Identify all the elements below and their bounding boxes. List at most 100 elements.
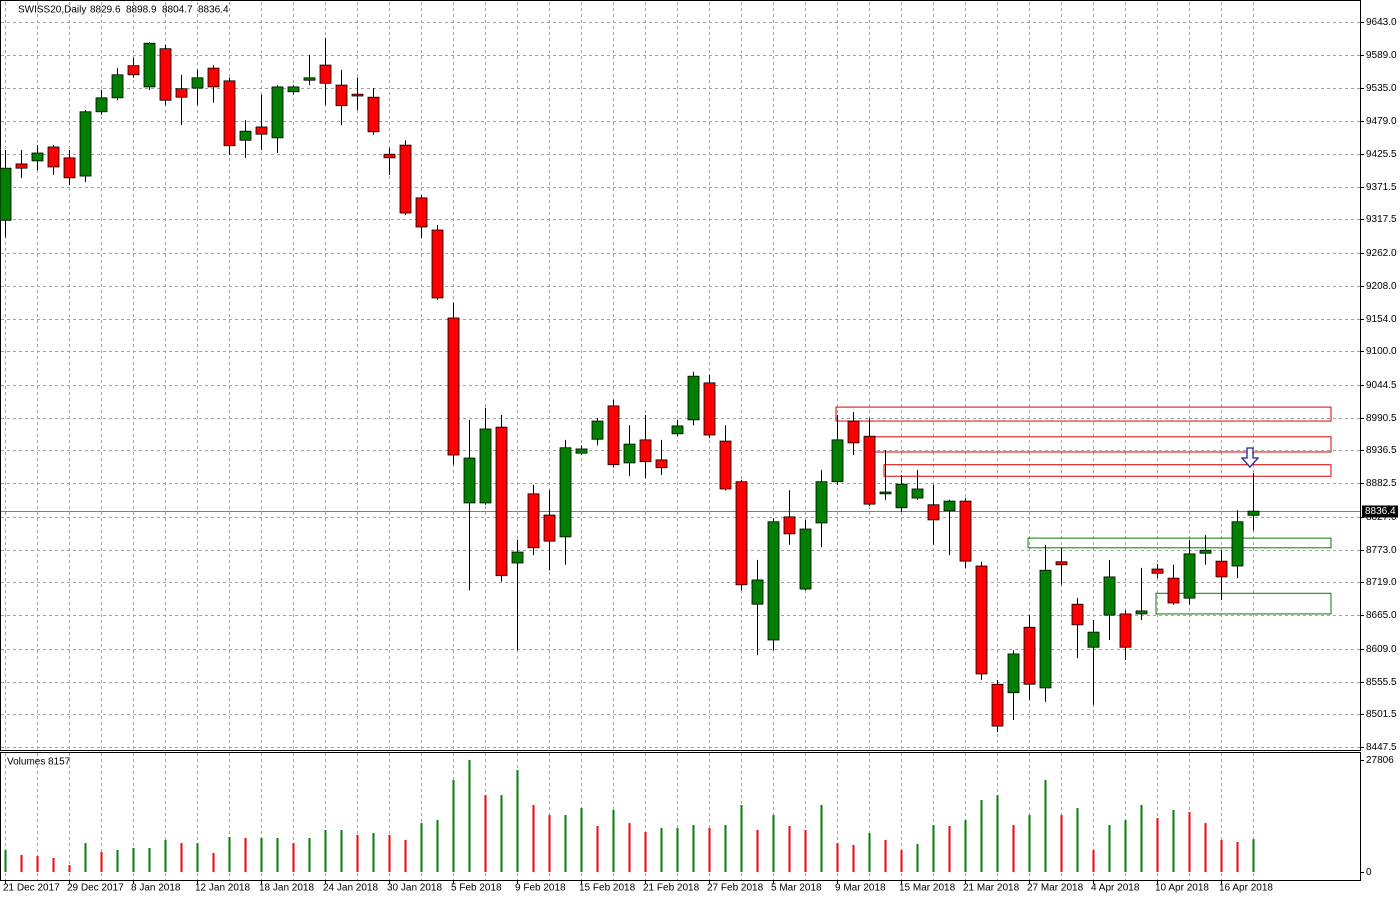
candle-body: [287, 86, 300, 93]
candle-body: [639, 439, 652, 463]
candle-body: [559, 447, 572, 538]
candle-body: [687, 375, 700, 421]
candle-body: [175, 88, 188, 98]
candle-body: [335, 84, 348, 107]
candle-body: [607, 405, 620, 466]
y-tick-label: 9425.5: [1366, 149, 1397, 160]
candle-body: [271, 86, 284, 139]
candle-body: [479, 428, 492, 504]
y-tick-label: 8719.0: [1366, 577, 1397, 588]
candle-body: [767, 521, 780, 641]
candle-body: [623, 443, 636, 464]
candle-body: [879, 491, 892, 495]
zone: [1027, 537, 1332, 549]
candle-body: [415, 197, 428, 228]
y-tick-label: 9535.0: [1366, 83, 1397, 94]
volume-panel: [0, 752, 1361, 881]
volume-last: 8157: [48, 757, 71, 768]
x-tick-label: 21 Dec 2017: [3, 883, 60, 894]
candle-body: [831, 439, 844, 483]
y-tick-label: 8609.0: [1366, 644, 1397, 655]
candle-body: [191, 77, 204, 89]
candle-body: [1167, 577, 1180, 604]
header-high: 8898.9: [126, 5, 157, 16]
x-tick-label: 18 Jan 2018: [259, 883, 314, 894]
x-tick-label: 5 Feb 2018: [451, 883, 502, 894]
candle-body: [1039, 569, 1052, 689]
candle-body: [1055, 561, 1068, 566]
candle-body: [367, 96, 380, 133]
candle-body: [511, 551, 524, 564]
candle-body: [47, 146, 60, 168]
x-tick-label: 9 Feb 2018: [515, 883, 566, 894]
y-tick-label: 9154.0: [1366, 314, 1397, 325]
y-tick-label: 8773.0: [1366, 545, 1397, 556]
candle-body: [1151, 568, 1164, 574]
candle-body: [991, 683, 1004, 727]
candle-body: [303, 77, 316, 81]
candle-body: [847, 420, 860, 444]
y-tick-label: 8447.5: [1366, 742, 1397, 753]
candle-body: [591, 420, 604, 440]
x-tick-label: 21 Feb 2018: [643, 883, 700, 894]
candle-body: [1071, 603, 1084, 626]
y-tick-label: 9262.0: [1366, 248, 1397, 259]
y-tick-label: 9044.5: [1366, 380, 1397, 391]
candle-body: [207, 67, 220, 88]
candle-body: [863, 435, 876, 505]
candle-body: [575, 448, 588, 454]
y-tick-label: 8555.5: [1366, 677, 1397, 688]
x-tick-label: 27 Mar 2018: [1027, 883, 1084, 894]
candle-body: [1007, 653, 1020, 694]
candle-body: [79, 111, 92, 177]
candle-body: [655, 459, 668, 469]
candle-body: [495, 426, 508, 577]
x-tick-label: 5 Mar 2018: [771, 883, 822, 894]
x-tick-label: 16 Apr 2018: [1219, 883, 1273, 894]
candle-body: [911, 488, 924, 499]
x-tick-label: 24 Jan 2018: [323, 883, 378, 894]
candle-body: [1103, 576, 1116, 616]
candle-body: [1023, 626, 1036, 685]
y-tick-label: 9479.0: [1366, 116, 1397, 127]
y-tick-label: 8827.0: [1366, 512, 1397, 523]
candle-body: [1183, 553, 1196, 599]
y-tick-label: 8990.5: [1366, 413, 1397, 424]
price-label-box: [1362, 505, 1398, 518]
y-tick-label: 8665.0: [1366, 610, 1397, 621]
candle-body: [1135, 610, 1148, 615]
volume-tick-label: 27806: [1366, 755, 1394, 766]
candle-body: [319, 64, 332, 84]
candle-body: [527, 493, 540, 549]
zone: [883, 464, 1332, 477]
candle-body: [799, 528, 812, 590]
candle-body: [0, 167, 12, 221]
candle-body: [783, 516, 796, 535]
candle-body: [1215, 560, 1228, 578]
candle-body: [1119, 613, 1132, 648]
y-tick-label: 8501.5: [1366, 709, 1397, 720]
y-tick-label: 9317.5: [1366, 214, 1397, 225]
candle-body: [735, 481, 748, 586]
candle-body: [111, 74, 124, 99]
candle-body: [143, 42, 156, 88]
x-tick-label: 29 Dec 2017: [67, 883, 124, 894]
x-tick-label: 30 Jan 2018: [387, 883, 442, 894]
price-panel: [0, 0, 1361, 751]
candle-body: [351, 93, 364, 97]
x-tick-label: 15 Feb 2018: [579, 883, 636, 894]
candle-body: [1231, 521, 1244, 567]
y-tick-label: 9643.0: [1366, 17, 1397, 28]
header-low: 8804.7: [162, 5, 193, 16]
chart-title: SWISS20,Daily: [18, 5, 86, 16]
x-tick-label: 10 Apr 2018: [1155, 883, 1209, 894]
candle-body: [383, 153, 396, 159]
x-tick-label: 15 Mar 2018: [899, 883, 956, 894]
candle-body: [959, 500, 972, 562]
candle-body: [543, 514, 556, 542]
y-tick-label: 8936.5: [1366, 445, 1397, 456]
candle-body: [815, 481, 828, 524]
x-tick-label: 27 Feb 2018: [707, 883, 764, 894]
candle-body: [463, 457, 476, 504]
header-close: 8836.4: [198, 5, 229, 16]
